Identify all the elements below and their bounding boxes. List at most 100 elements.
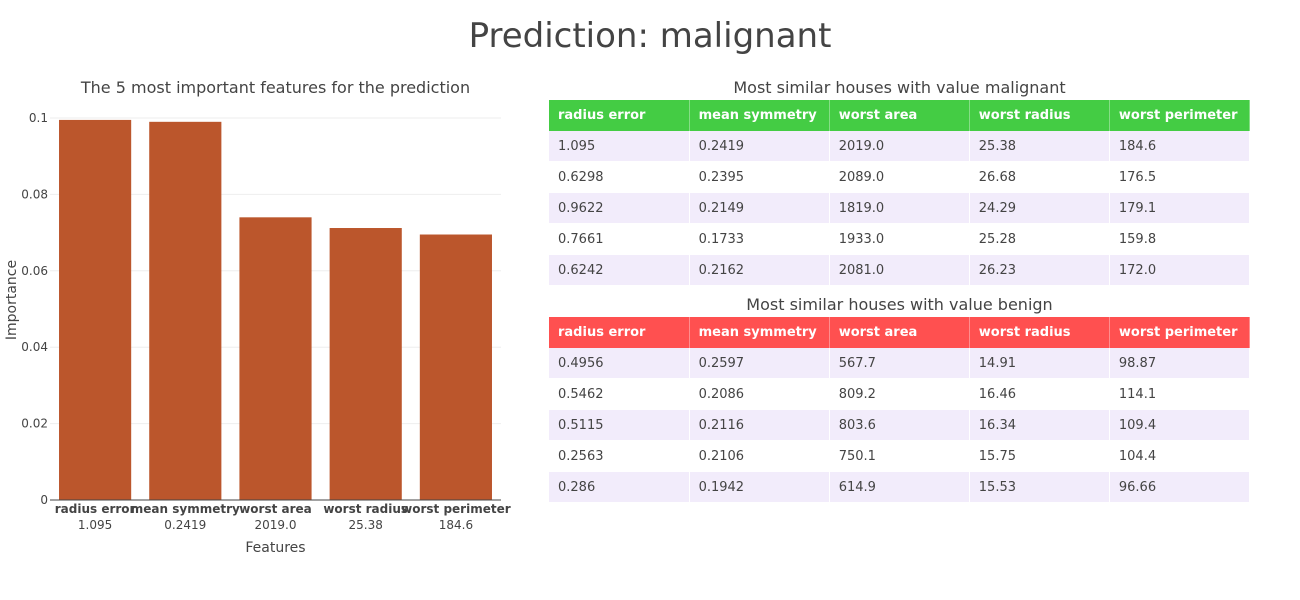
table-cell: 0.7661 <box>549 223 690 255</box>
table-cell: 567.7 <box>829 348 970 379</box>
table-cell: 1.095 <box>549 131 690 162</box>
table-cell: 0.2106 <box>689 440 830 472</box>
table-cell: 0.2563 <box>549 440 690 472</box>
table-cell: 0.2116 <box>689 409 830 441</box>
x-tick-value: 184.6 <box>439 518 473 532</box>
table-cell: 184.6 <box>1109 131 1251 162</box>
column-header: worst area <box>829 100 970 131</box>
table-cell: 0.286 <box>549 471 690 503</box>
column-header: worst perimeter <box>1109 100 1251 131</box>
column-header: worst area <box>829 317 970 348</box>
table-row: 0.6242 0.2162 2081.0 26.23 172.0 <box>549 254 1251 286</box>
table-cell: 25.38 <box>969 131 1110 162</box>
table-row: 0.5462 0.2086 809.2 16.46 114.1 <box>549 378 1251 410</box>
table-row: 0.286 0.1942 614.9 15.53 96.66 <box>549 471 1251 503</box>
table-row: 0.5115 0.2116 803.6 16.34 109.4 <box>549 409 1251 441</box>
x-tick-label: worst perimeter <box>401 502 511 516</box>
table-cell: 0.2395 <box>689 161 830 193</box>
table-cell: 0.1733 <box>689 223 830 255</box>
table-cell: 16.34 <box>969 409 1110 441</box>
bar-worst-area <box>239 217 312 500</box>
chart-title: The 5 most important features for the pr… <box>80 78 471 97</box>
x-axis-label: Features <box>245 540 305 556</box>
y-axis-label: Importance <box>4 260 20 340</box>
table-cell: 14.91 <box>969 348 1110 379</box>
column-header: radius error <box>549 100 690 131</box>
table-cell: 179.1 <box>1109 192 1251 224</box>
bar-worst-perimeter <box>419 234 492 500</box>
column-header: worst radius <box>969 317 1110 348</box>
column-header: radius error <box>549 317 690 348</box>
table-cell: 0.1942 <box>689 471 830 503</box>
table-cell: 1933.0 <box>829 223 970 255</box>
malignant-table-title: Most similar houses with value malignant <box>733 78 1066 97</box>
table-cell: 0.2149 <box>689 192 830 224</box>
x-tick-label: mean symmetry <box>131 502 240 516</box>
column-header: mean symmetry <box>689 317 830 348</box>
feature-importance-chart: 0 0.02 0.04 0.06 0.08 0.1 radius error 1.095 me… <box>4 111 511 556</box>
table-cell: 0.6298 <box>549 161 690 193</box>
y-tick-label: 0.08 <box>21 187 48 201</box>
table-cell: 0.5462 <box>549 378 690 410</box>
table-cell: 16.46 <box>969 378 1110 410</box>
bar-worst-radius <box>329 228 402 501</box>
table-cell: 614.9 <box>829 471 970 503</box>
x-tick-value: 25.38 <box>349 518 383 532</box>
table-row: 1.095 0.2419 2019.0 25.38 184.6 <box>549 131 1251 162</box>
column-header: worst perimeter <box>1109 317 1251 348</box>
x-tick-value: 2019.0 <box>255 518 297 532</box>
table-cell: 2089.0 <box>829 161 970 193</box>
table-cell: 0.2419 <box>689 131 830 162</box>
table-cell: 2081.0 <box>829 254 970 286</box>
benign-similar-table: radius error mean symmetry worst area worst… <box>549 317 1251 503</box>
x-tick-value: 1.095 <box>78 518 112 532</box>
table-cell: 1819.0 <box>829 192 970 224</box>
table-cell: 24.29 <box>969 192 1110 224</box>
table-cell: 98.87 <box>1109 348 1251 379</box>
table-cell: 176.5 <box>1109 161 1251 193</box>
table-cell: 25.28 <box>969 223 1110 255</box>
y-tick-label: 0.06 <box>21 264 48 278</box>
malignant-similar-table: radius error mean symmetry worst area worst… <box>549 100 1251 286</box>
table-cell: 750.1 <box>829 440 970 472</box>
table-cell: 114.1 <box>1109 378 1251 410</box>
table-cell: 109.4 <box>1109 409 1251 441</box>
column-header: mean symmetry <box>689 100 830 131</box>
bar-radius-error <box>59 119 132 500</box>
table-cell: 104.4 <box>1109 440 1251 472</box>
y-tick-label: 0.1 <box>29 111 48 125</box>
table-cell: 2019.0 <box>829 131 970 162</box>
table-cell: 15.75 <box>969 440 1110 472</box>
table-cell: 0.4956 <box>549 348 690 379</box>
table-cell: 26.68 <box>969 161 1110 193</box>
table-row: 0.9622 0.2149 1819.0 24.29 179.1 <box>549 192 1251 224</box>
table-cell: 15.53 <box>969 471 1110 503</box>
table-header-row: radius error mean symmetry worst area worst… <box>549 317 1251 348</box>
table-cell: 809.2 <box>829 378 970 410</box>
table-cell: 0.9622 <box>549 192 690 224</box>
table-row: 0.4956 0.2597 567.7 14.91 98.87 <box>549 348 1251 379</box>
benign-table-title: Most similar houses with value benign <box>746 295 1053 314</box>
x-tick-label: worst radius <box>323 502 408 516</box>
table-cell: 0.2086 <box>689 378 830 410</box>
table-cell: 0.2597 <box>689 348 830 379</box>
table-cell: 0.2162 <box>689 254 830 286</box>
table-cell: 172.0 <box>1109 254 1251 286</box>
y-tick-label: 0 <box>40 493 48 507</box>
x-tick-value: 0.2419 <box>164 518 206 532</box>
table-row: 0.6298 0.2395 2089.0 26.68 176.5 <box>549 161 1251 193</box>
table-row: 0.7661 0.1733 1933.0 25.28 159.8 <box>549 223 1251 255</box>
x-tick-label: worst area <box>239 502 312 516</box>
table-cell: 159.8 <box>1109 223 1251 255</box>
table-row: 0.2563 0.2106 750.1 15.75 104.4 <box>549 440 1251 472</box>
page-title: Prediction: malignant <box>468 16 832 56</box>
column-header: worst radius <box>969 100 1110 131</box>
table-header-row: radius error mean symmetry worst area worst… <box>549 100 1251 131</box>
table-cell: 26.23 <box>969 254 1110 286</box>
table-cell: 803.6 <box>829 409 970 441</box>
table-cell: 0.6242 <box>549 254 690 286</box>
x-tick-label: radius error <box>55 502 136 516</box>
y-tick-label: 0.04 <box>21 340 48 354</box>
bar-mean-symmetry <box>149 121 222 500</box>
table-cell: 0.5115 <box>549 409 690 441</box>
